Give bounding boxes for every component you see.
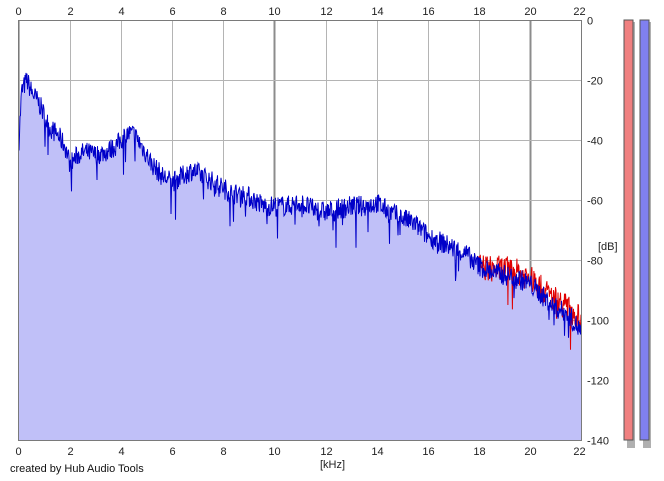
- x-tick-top: 18: [473, 6, 485, 18]
- x-tick-bottom: 20: [524, 446, 536, 458]
- x-tick-bottom: 22: [573, 446, 585, 458]
- x-tick-top: 22: [573, 6, 585, 18]
- x-tick-bottom: 10: [268, 446, 280, 458]
- right-channel-trace: [18, 72, 582, 338]
- x-tick-bottom: 14: [371, 446, 383, 458]
- y-tick: -120: [587, 376, 609, 388]
- x-tick-top: 20: [524, 6, 536, 18]
- x-tick-top: 12: [320, 6, 332, 18]
- credit-label: created by Hub Audio Tools: [10, 463, 144, 475]
- x-tick-top: 2: [67, 6, 73, 18]
- x-tick-bottom: 12: [320, 446, 332, 458]
- x-tick-bottom: 8: [220, 446, 226, 458]
- x-tick-top: 8: [220, 6, 226, 18]
- y-tick: -40: [587, 136, 603, 148]
- plot-border: [18, 20, 582, 441]
- x-tick-top: 16: [422, 6, 434, 18]
- meter-right-bar: [639, 19, 650, 441]
- x-tick-top: 4: [118, 6, 124, 18]
- y-tick: -80: [587, 256, 603, 268]
- x-tick-bottom: 16: [422, 446, 434, 458]
- y-tick-labels: 0 -20 -40 -60 -80 -100 -120 -140: [587, 16, 609, 448]
- x-tick-top: 10: [268, 6, 280, 18]
- x-tick-bottom: 0: [16, 446, 22, 458]
- y-tick: -60: [587, 196, 603, 208]
- x-tick-top: 0: [16, 6, 22, 18]
- y-axis-unit: [dB]: [598, 241, 618, 253]
- x-tick-top: 14: [371, 6, 383, 18]
- x-tick-bottom: 18: [473, 446, 485, 458]
- plot-area: [18, 72, 582, 441]
- x-tick-bottom: 2: [67, 446, 73, 458]
- y-tick: 0: [587, 16, 593, 28]
- x-tick-bottom: 4: [118, 446, 124, 458]
- x-tick-top: 6: [169, 6, 175, 18]
- spectrum-fill: [19, 72, 581, 441]
- x-tick-bottom: 6: [169, 446, 175, 458]
- meter-left-bar: [623, 19, 634, 441]
- x-axis-unit: [kHz]: [320, 459, 345, 471]
- y-tick: -140: [587, 436, 609, 448]
- y-tick: -20: [587, 76, 603, 88]
- level-meters: [623, 19, 651, 448]
- y-tick: -100: [587, 316, 609, 328]
